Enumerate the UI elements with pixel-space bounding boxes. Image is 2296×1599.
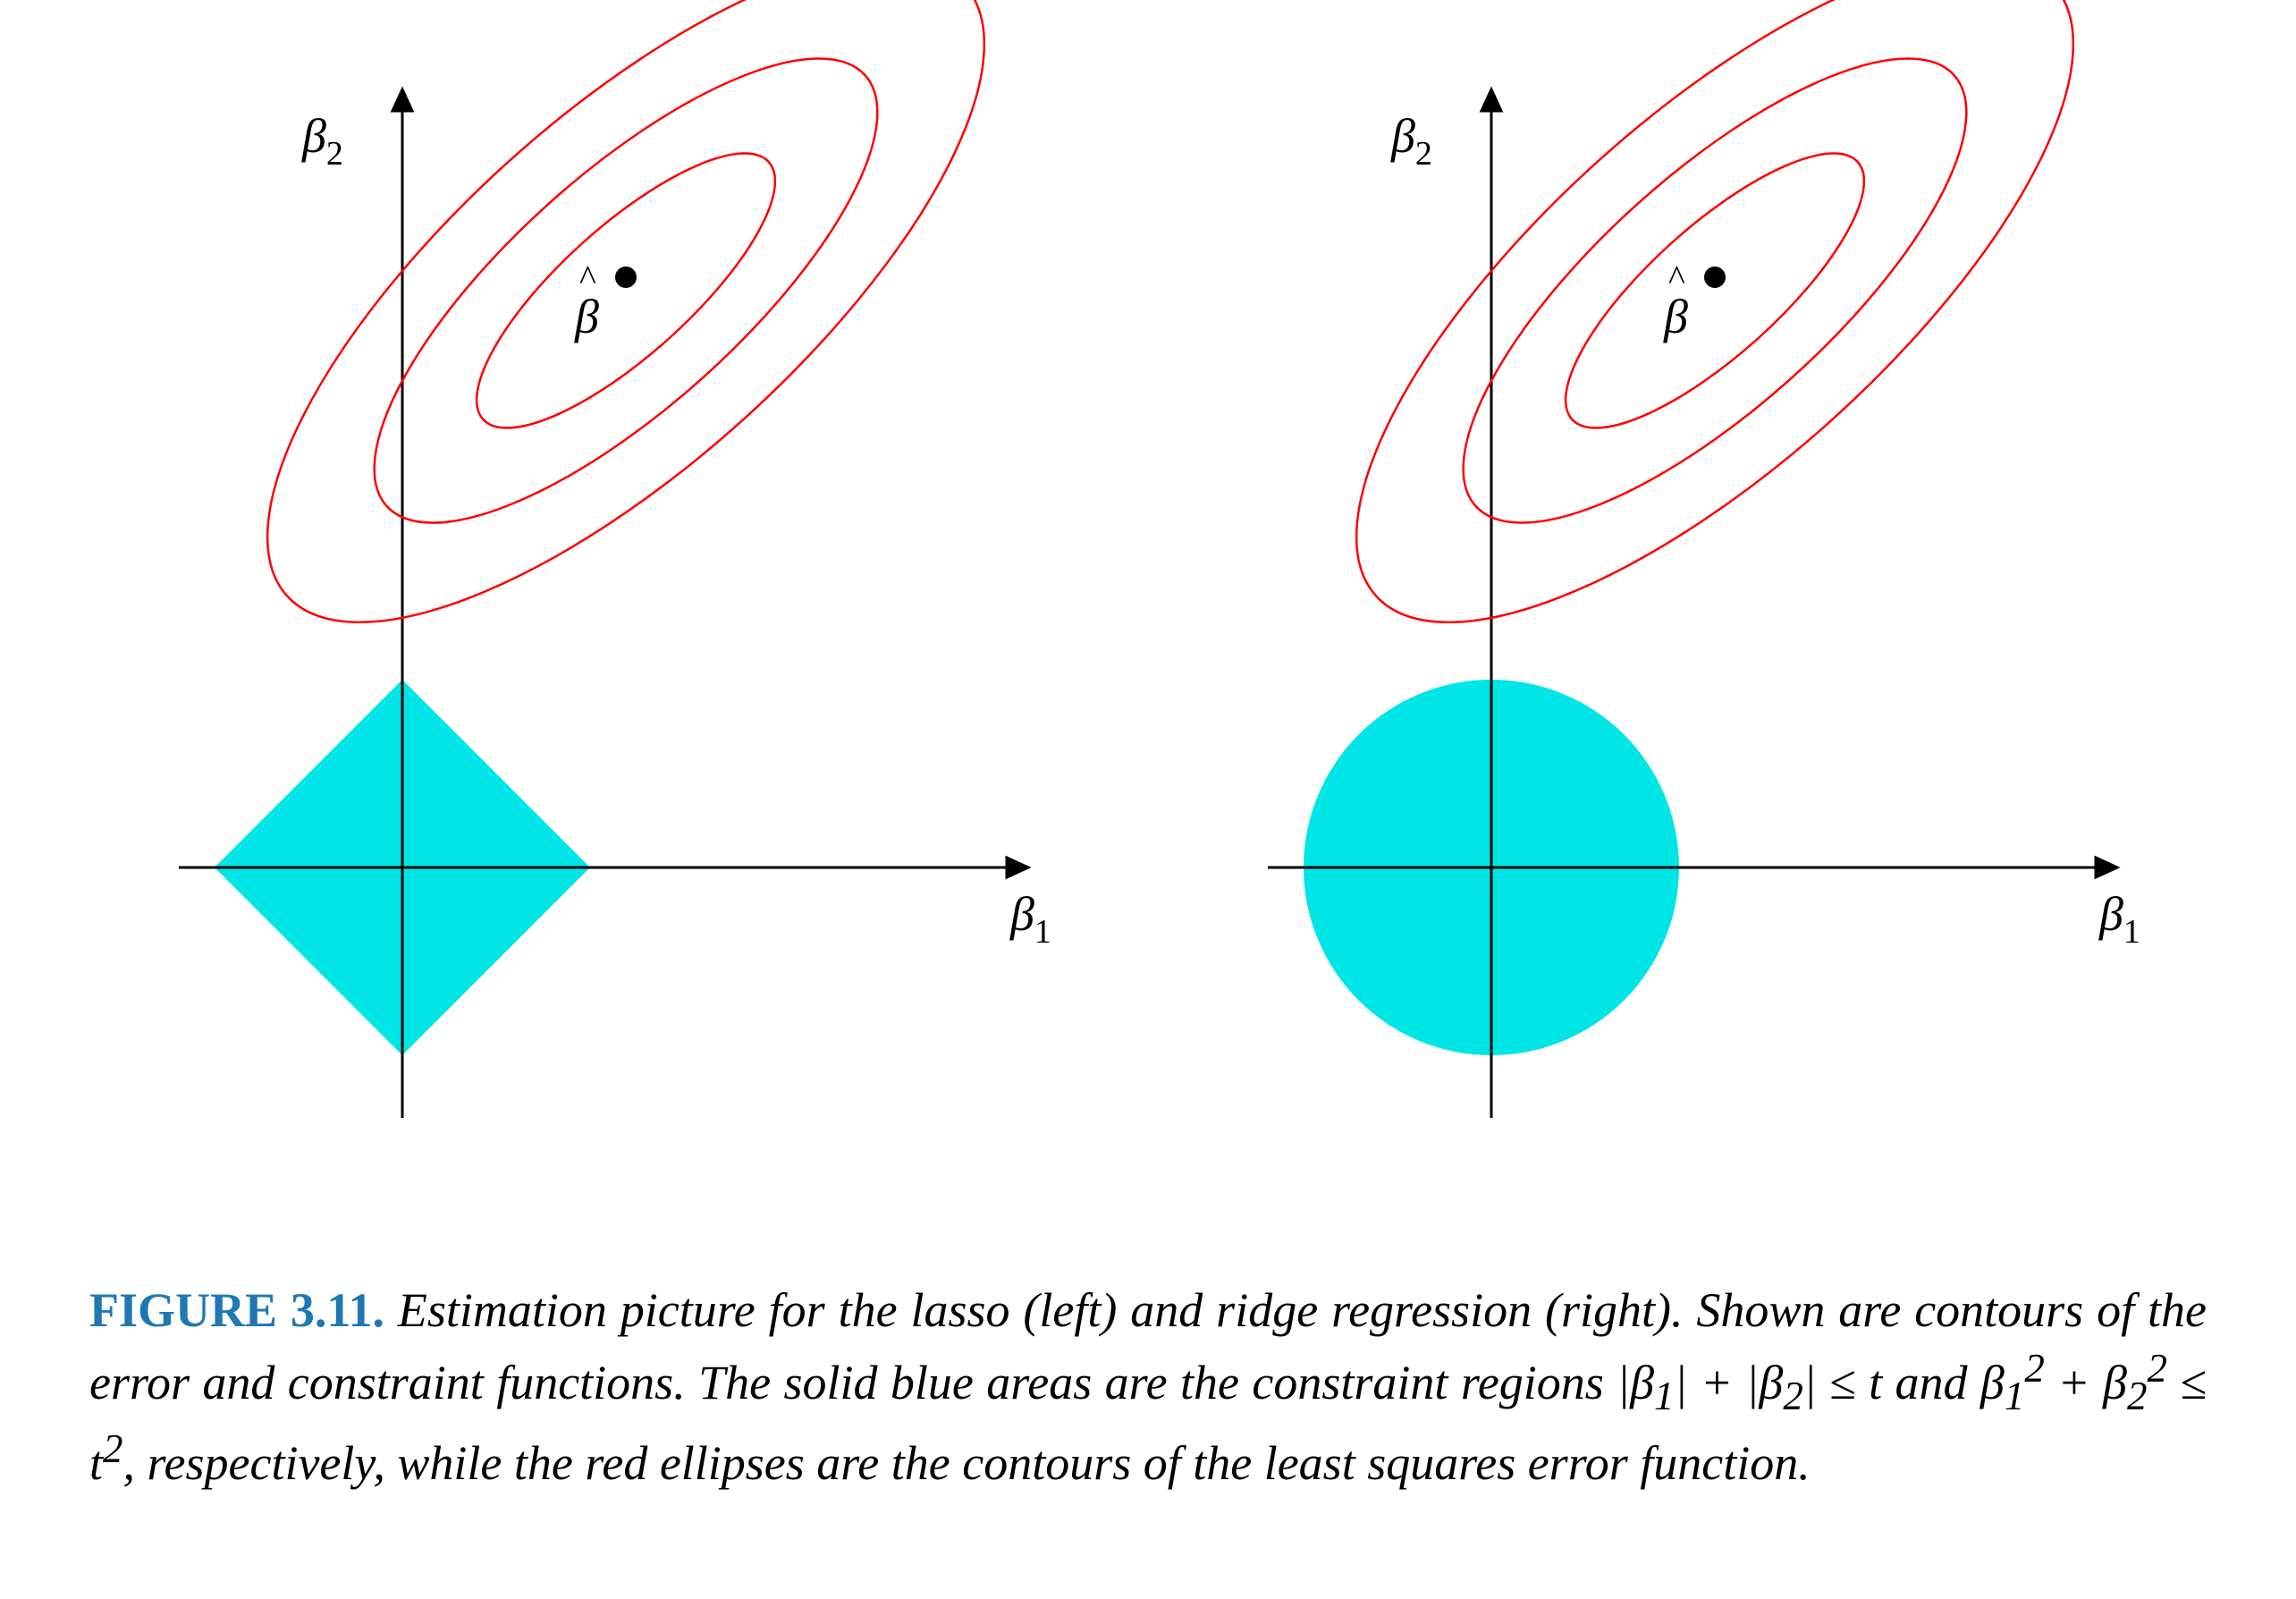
ridge-ellipse-1 [1529, 114, 1901, 468]
ridge-x-arrow [2096, 858, 2117, 877]
figure-panels: β1 β2 ^ β [0, 0, 2296, 1252]
figure-caption-text: Estimation picture for the lasso (left) … [89, 1283, 2207, 1490]
ridge-y-label-sym: β [1390, 109, 1415, 163]
lasso-y-label: β2 [301, 109, 343, 173]
figure-caption: FIGURE 3.11. Estimation picture for the … [89, 1279, 2207, 1496]
ridge-x-label: β1 [2098, 887, 2140, 951]
lasso-ols-point [615, 266, 637, 288]
figure-svg: β1 β2 ^ β [0, 0, 2296, 1252]
lasso-x-label-sym: β [1009, 887, 1034, 941]
ridge-betahat-sym: β [1663, 290, 1688, 343]
ridge-betahat-label: ^ β [1663, 258, 1688, 343]
figure-label: FIGURE 3.11. [89, 1283, 384, 1337]
lasso-x-label: β1 [1009, 887, 1051, 951]
lasso-betahat-sym: β [574, 290, 599, 343]
lasso-ellipse-2 [308, 0, 942, 592]
page: β1 β2 ^ β [0, 0, 2296, 1599]
ridge-y-label-sub: 2 [1415, 135, 1432, 173]
ridge-y-arrow [1481, 89, 1501, 111]
ridge-y-label: β2 [1390, 109, 1432, 173]
lasso-betahat-label: ^ β [574, 258, 599, 343]
ridge-ellipse-2 [1397, 0, 2031, 592]
panel-ridge: β1 β2 ^ β [1260, 0, 2171, 1118]
ridge-ols-point [1704, 266, 1726, 288]
lasso-ellipse-1 [440, 114, 812, 468]
lasso-y-label-sub: 2 [326, 135, 343, 173]
ridge-x-label-sub: 1 [2123, 913, 2140, 951]
lasso-y-label-sym: β [301, 109, 326, 163]
panel-lasso: β1 β2 ^ β [171, 0, 1082, 1118]
ridge-x-label-sym: β [2098, 887, 2123, 941]
lasso-x-label-sub: 1 [1034, 913, 1051, 951]
lasso-x-arrow [1007, 858, 1028, 877]
lasso-y-arrow [393, 89, 412, 111]
